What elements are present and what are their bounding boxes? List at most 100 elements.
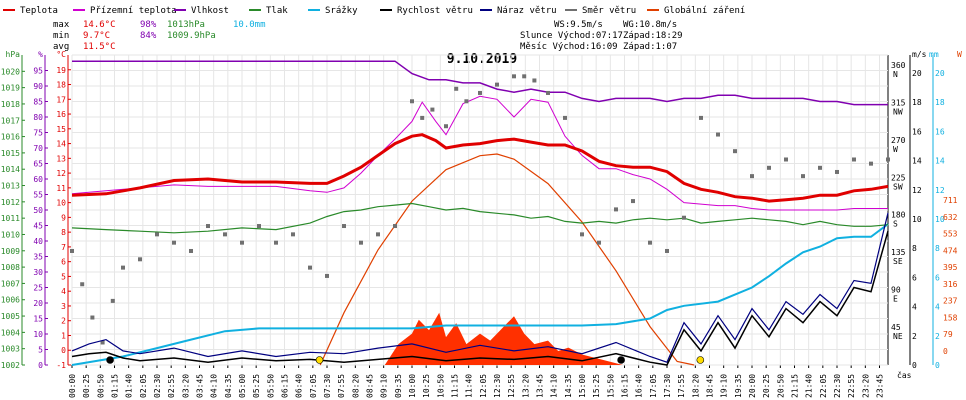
stat-min-temp: 9.7°C [83, 31, 110, 41]
x-axis-tick: 15:00 [578, 374, 587, 398]
wind-direction-point [522, 74, 527, 79]
x-axis-tick: 20:50 [776, 374, 785, 398]
marker-sunset [696, 356, 705, 364]
wind-direction-point [121, 265, 125, 270]
wind-direction-point [444, 124, 448, 129]
x-axis-tick: 18:20 [691, 374, 700, 398]
x-axis-tick: 19:10 [720, 374, 729, 398]
x-axis-tick: 22:55 [847, 374, 856, 398]
right-axis-tick: 0 [912, 361, 917, 370]
left-axis-tick: 19 [56, 66, 66, 75]
left-axis-tick: 45 [33, 222, 43, 231]
right-axis-tick: 395 [943, 263, 958, 272]
right-axis-tick: 237 [943, 297, 958, 306]
direction-label: E [893, 295, 898, 304]
wind-direction-point [801, 174, 805, 179]
left-axis-tick: 35 [33, 253, 43, 262]
x-axis-tick: 06:40 [295, 374, 304, 398]
right-axis-tick: 16 [912, 127, 922, 136]
wind-direction-point [110, 298, 115, 303]
left-axis-tick: 70 [33, 144, 43, 153]
x-axis-tick: 16:15 [621, 374, 630, 398]
wind-direction-point [430, 107, 435, 112]
info-moon: Měsíc Východ:16:09 [520, 42, 618, 52]
x-axis-tick: 07:55 [337, 374, 346, 398]
wind-direction-point [90, 315, 95, 320]
x-axis-tick: 12:55 [507, 374, 516, 398]
right-axis-tick: 0 [935, 361, 940, 370]
series-temperature [71, 133, 889, 203]
wind-direction-point [420, 115, 425, 120]
x-axis-tick: 10:50 [436, 374, 445, 398]
left-axis-tick: 65 [33, 160, 43, 169]
x-axis-tick: 05:25 [252, 374, 261, 398]
x-axis-tick: 00:25 [82, 374, 91, 398]
x-axis-tick: 14:10 [550, 374, 559, 398]
left-axis-tick: 1008 [1, 263, 20, 272]
right-axis-tick: 10 [912, 215, 922, 224]
info-moon-set: Západ:1:07 [623, 42, 677, 52]
left-axis-tick: 95 [33, 67, 43, 76]
wind-direction-point [784, 157, 788, 162]
left-axis-tick: 25 [33, 284, 43, 293]
x-axis-tick: 18:45 [706, 374, 715, 398]
direction-label: N [893, 70, 898, 79]
series-ground-temp [71, 95, 888, 211]
wind-direction-point [80, 282, 85, 287]
right-axis-unit: m/s [912, 50, 927, 59]
x-axis-tick: 15:50 [606, 374, 615, 398]
legend-label: Srážky [325, 6, 358, 16]
stat-min-label: min [53, 31, 69, 41]
stat-max-rain: 10.0mm [233, 20, 266, 30]
wind-direction-point [291, 232, 295, 237]
info-wg: WG:10.8m/s [623, 20, 677, 30]
legend-label: Náraz větru [497, 6, 557, 16]
wind-direction-point [359, 240, 363, 245]
wind-direction-point [532, 78, 537, 83]
stat-min-hum: 84% [140, 31, 157, 41]
x-axis-tick: 17:05 [649, 374, 658, 398]
left-axis-tick: 1004 [1, 328, 20, 337]
left-axis-tick: 6 [61, 258, 66, 267]
stat-avg-label: avg [53, 42, 69, 52]
x-axis-tick: 09:35 [394, 374, 403, 398]
series-wind-gust [71, 212, 889, 363]
x-axis-tick: 13:45 [536, 374, 545, 398]
x-axis-tick: 00:00 [68, 374, 77, 398]
left-axis-tick: 1020 [1, 67, 20, 76]
direction-tick: 360 [891, 61, 906, 70]
wind-direction-point [699, 115, 703, 120]
wind-direction-point [869, 161, 873, 166]
legend-label: Teplota [20, 6, 58, 16]
wind-direction-point [342, 224, 346, 229]
wind-direction-point [410, 99, 414, 104]
x-axis-tick: 14:35 [564, 374, 573, 398]
x-axis-tick: 08:45 [366, 374, 375, 398]
info-sun: Slunce Východ:07:17 [520, 31, 623, 41]
left-axis-unit: °C [56, 50, 66, 59]
plot-area [70, 60, 890, 366]
left-axis-tick: 7 [61, 243, 66, 252]
left-axis-tick: 60 [33, 175, 43, 184]
x-axis-tick: 17:30 [663, 374, 672, 398]
x-axis-tick: 08:20 [351, 374, 360, 398]
wind-direction-point [716, 132, 720, 137]
x-axis-tick: 03:20 [181, 374, 190, 398]
left-axis-tick: 4 [61, 287, 66, 296]
wind-direction-point [597, 240, 601, 245]
wind-direction-point [308, 265, 312, 270]
series-solar-theoretical [319, 153, 695, 366]
wind-direction-point [70, 248, 74, 253]
direction-tick: 90 [891, 286, 901, 295]
right-axis-tick: 4 [912, 303, 917, 312]
info-ws: WS:9.5m/s [554, 20, 603, 30]
left-axis-tick: 1016 [1, 133, 20, 142]
wind-direction-point [393, 224, 397, 229]
legend-label: Rychlost větru [397, 6, 473, 16]
direction-tick: 315 [891, 98, 906, 107]
wind-direction-point [206, 224, 210, 229]
series-humidity [72, 60, 888, 106]
left-axis-tick: 15 [33, 315, 43, 324]
marker-moonset [106, 356, 114, 364]
left-axis-tick: 20 [33, 299, 43, 308]
